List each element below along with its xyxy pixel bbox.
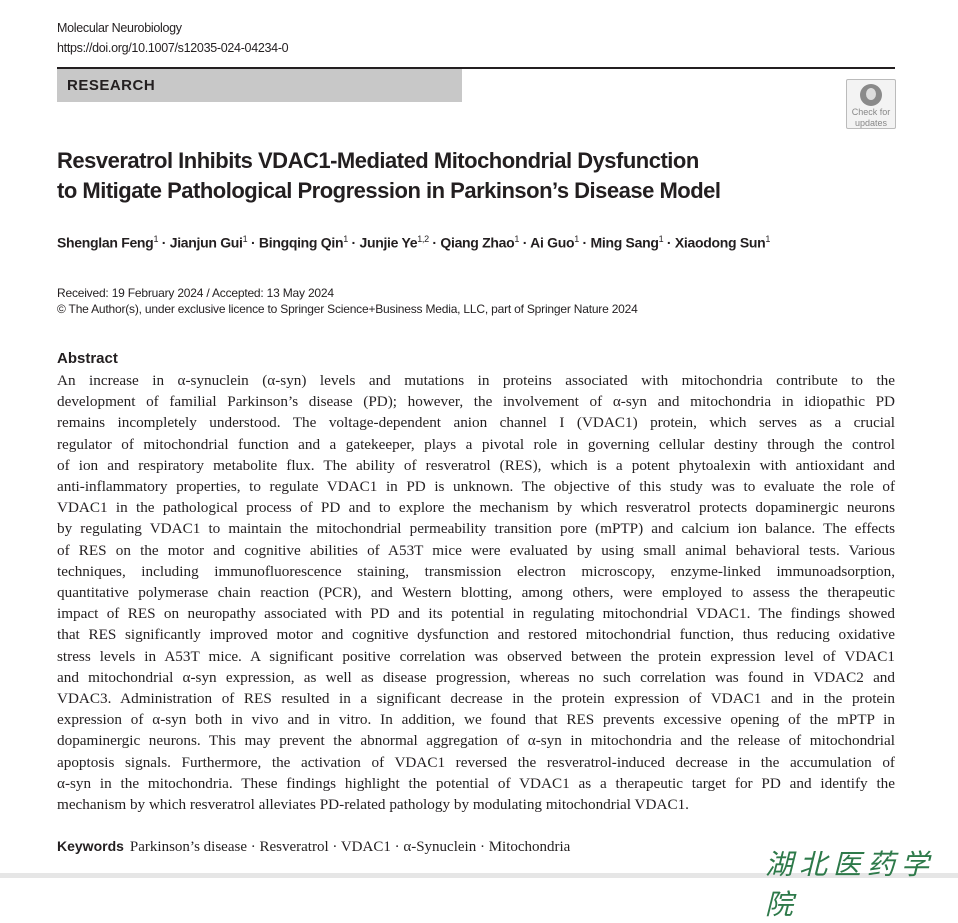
abstract-line: and mitochondrial α-syn expression, as w… [57, 668, 895, 686]
author-name[interactable]: Jianjun Gui [169, 234, 243, 251]
abstract-line: techniques, including immunofluorescence… [57, 562, 895, 580]
abstract-line: VDAC3. Administration of RES resulted in… [57, 690, 895, 708]
abstract-line: regulator of mitochondrial function and … [57, 435, 895, 453]
author-separator: · [663, 234, 675, 251]
author-name[interactable]: Shenglan Feng [57, 234, 154, 251]
author-name[interactable]: Bingqing Qin [258, 234, 344, 251]
abstract-line: α-syn in the mitochondria. These finding… [57, 774, 895, 792]
check-updates-text-1: Check for [851, 107, 891, 117]
title-line: to Mitigate Pathological Progression in … [57, 178, 721, 203]
abstract-line: quantitative polymerase chain reaction (… [57, 584, 895, 602]
section-label: RESEARCH [67, 77, 156, 94]
author-affiliation: 1 [658, 234, 664, 244]
abstract-line: stress levels in A53T mice. A significan… [57, 647, 895, 665]
author-name[interactable]: Xiaodong Sun [674, 234, 766, 251]
keywords: Keywords Parkinson’s disease · Resveratro… [57, 838, 570, 856]
title-line: Resveratrol Inhibits VDAC1-Mediated Mito… [57, 148, 699, 173]
doi-link[interactable]: https://doi.org/10.1007/s12035-024-04234… [57, 41, 289, 55]
author-separator: · [519, 234, 531, 251]
author-affiliation: 1 [514, 234, 520, 244]
article-title: Resveratrol Inhibits VDAC1-Mediated Mito… [57, 146, 721, 206]
section-band: RESEARCH [57, 69, 462, 102]
author-separator: · [347, 234, 360, 251]
author-name[interactable]: Ming Sang [590, 234, 659, 251]
author-name[interactable]: Junjie Ye [359, 234, 418, 251]
check-updates-text-2: updates [854, 118, 888, 128]
abstract-line: dopaminergic neurons. This may prevent t… [57, 732, 895, 750]
author-affiliation: 1 [343, 234, 348, 244]
keywords-label: Keywords [57, 838, 124, 854]
abstract-line: remains incompletely understood. The vol… [57, 414, 895, 432]
abstract-line: VDAC1 in the pathological process of PD … [57, 499, 895, 517]
abstract-line: of RES on the motor and cognitive abilit… [57, 541, 895, 559]
author-name[interactable]: Ai Guo [530, 234, 575, 251]
abstract-line: development of familial Parkinson’s dise… [57, 393, 895, 411]
abstract-line: expression of α-syn both in vivo and in … [57, 711, 895, 729]
abstract-line: by regulating VDAC1 to maintain the mito… [57, 520, 895, 538]
keywords-list: Parkinson’s disease · Resveratrol · VDAC… [129, 839, 571, 855]
author-name[interactable]: Qiang Zhao [440, 234, 515, 251]
copyright: © The Author(s), under exclusive licence… [57, 302, 638, 316]
watermark-logo: 湖北医药学院 [765, 848, 936, 921]
author-separator: · [158, 234, 170, 251]
author-affiliation: 1 [574, 234, 579, 244]
abstract-body: An increase in α-synuclein (α-syn) level… [57, 370, 895, 815]
check-updates-icon [860, 84, 882, 106]
abstract-line: apoptosis signals. Furthermore, the acti… [57, 753, 895, 771]
abstract-line: impact of RES on neuropathy associated w… [57, 605, 895, 623]
check-for-updates-button[interactable]: Check for updates [846, 79, 896, 129]
received-dates: Received: 19 February 2024 / Accepted: 1… [57, 286, 334, 300]
author-affiliation: 1,2 [417, 234, 429, 244]
abstract-line: of ion and respiratory metabolite flux. … [57, 456, 895, 474]
header-rule [57, 67, 895, 69]
author-list: Shenglan Feng1 · Jianjun Gui1 · Bingqing… [57, 234, 770, 251]
abstract-line: mechanism by which resveratrol alleviate… [57, 796, 689, 814]
abstract-line: An increase in α-synuclein (α-syn) level… [57, 372, 895, 389]
abstract-line: anti-inflammatory properties, to regulat… [57, 478, 895, 496]
author-separator: · [428, 234, 441, 251]
author-affiliation: 1 [242, 234, 248, 244]
journal-name: Molecular Neurobiology [57, 21, 182, 35]
abstract-line: that RES significantly improved motor an… [57, 626, 895, 644]
abstract-heading: Abstract [57, 350, 118, 367]
author-affiliation: 1 [153, 234, 159, 244]
author-separator: · [247, 234, 259, 251]
page-bottom-edge [0, 873, 958, 878]
author-affiliation: 1 [765, 234, 771, 244]
author-separator: · [578, 234, 591, 251]
